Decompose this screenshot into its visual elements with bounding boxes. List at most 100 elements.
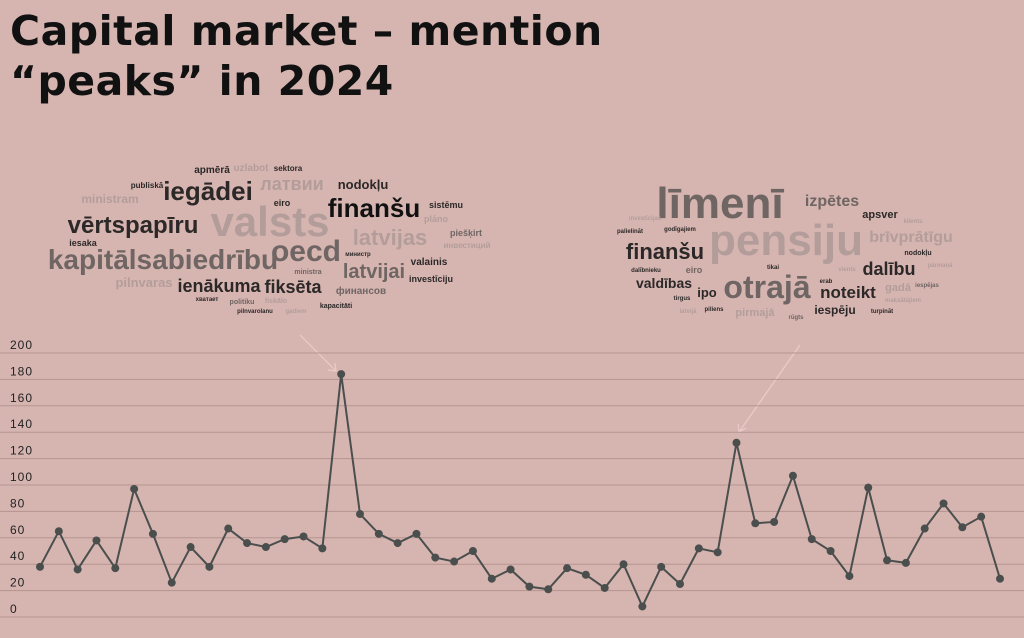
y-tick-label: 140 bbox=[10, 417, 33, 431]
cloud-word: vients bbox=[838, 267, 856, 273]
point bbox=[901, 558, 910, 567]
cloud-word: kapacitāti bbox=[320, 303, 352, 310]
cloud-word: latvijas bbox=[353, 225, 428, 250]
cloud-word: финансов bbox=[336, 285, 386, 297]
point bbox=[788, 471, 797, 480]
cloud-word: nodokļu bbox=[904, 250, 931, 257]
point bbox=[920, 524, 929, 533]
point bbox=[563, 564, 572, 573]
cloud-word: eiro bbox=[686, 265, 703, 275]
cloud-word: ipo bbox=[697, 285, 717, 300]
point bbox=[243, 539, 252, 548]
y-tick-label: 180 bbox=[10, 364, 33, 378]
cloud-word: rūgts bbox=[789, 315, 805, 321]
cloud-word: ienākuma bbox=[177, 276, 261, 296]
cloud-word: ministram bbox=[81, 192, 138, 206]
point bbox=[770, 517, 779, 526]
cloud-word: piešķirt bbox=[450, 228, 482, 238]
point bbox=[657, 562, 666, 571]
point bbox=[431, 553, 440, 562]
y-tick-label: 40 bbox=[10, 549, 25, 563]
cloud-word: iesaka bbox=[69, 238, 98, 248]
point bbox=[186, 543, 195, 552]
y-tick-label: 120 bbox=[10, 444, 33, 458]
point bbox=[977, 512, 986, 521]
cloud-word: līmenī bbox=[656, 179, 784, 228]
point bbox=[676, 580, 684, 588]
cloud-word: sektora bbox=[274, 164, 303, 173]
cloud-word: pensiju bbox=[709, 216, 863, 265]
cloud-word: brīvprātīgu bbox=[869, 229, 953, 246]
point bbox=[807, 535, 816, 544]
point bbox=[393, 539, 402, 548]
cloud-word: iegādei bbox=[163, 176, 253, 206]
cloud-word: инвестиций bbox=[444, 241, 491, 250]
point bbox=[54, 527, 63, 536]
cloud-word: pirmajā bbox=[735, 307, 775, 319]
point bbox=[205, 562, 214, 571]
cloud-word: valdības bbox=[636, 275, 692, 291]
y-tick-label: 200 bbox=[10, 338, 33, 352]
cloud-word: iespējas bbox=[915, 283, 939, 289]
cloud-word: eiro bbox=[274, 198, 291, 208]
point bbox=[694, 544, 703, 553]
cloud-word: apsver bbox=[862, 209, 898, 221]
cloud-word: otrajā bbox=[723, 269, 810, 305]
point bbox=[506, 565, 515, 574]
point bbox=[619, 560, 628, 569]
cloud-word: pilnvarolanu bbox=[237, 309, 273, 315]
point bbox=[450, 557, 459, 566]
point bbox=[544, 585, 553, 594]
cloud-word: dalībnieku bbox=[631, 268, 661, 274]
point bbox=[299, 532, 308, 541]
point bbox=[73, 565, 82, 574]
cloud-word: valsts bbox=[210, 198, 329, 245]
point bbox=[638, 602, 647, 611]
cloud-word: латвии bbox=[260, 174, 323, 194]
cloud-word: fiksēta bbox=[264, 277, 322, 297]
point bbox=[958, 523, 967, 532]
point bbox=[713, 548, 722, 557]
point bbox=[751, 519, 760, 528]
point bbox=[111, 564, 120, 573]
point bbox=[92, 536, 101, 545]
point bbox=[996, 574, 1004, 583]
cloud-word: investīciju bbox=[409, 274, 453, 284]
cloud-word: pārmaņā bbox=[927, 263, 953, 269]
point bbox=[130, 484, 139, 493]
point bbox=[374, 529, 383, 538]
cloud-word: finanšu bbox=[626, 239, 704, 264]
point bbox=[224, 524, 233, 533]
cloud-word: valainis bbox=[411, 257, 448, 268]
cloud-word: pilnvaras bbox=[115, 275, 172, 290]
y-tick-label: 20 bbox=[10, 576, 25, 590]
point bbox=[581, 570, 590, 579]
cloud-word: piliens bbox=[704, 307, 724, 313]
cloud-word: министр bbox=[345, 252, 371, 258]
point bbox=[36, 562, 44, 571]
arrow bbox=[738, 344, 801, 433]
cloud-word: nodokļu bbox=[338, 177, 389, 192]
point bbox=[600, 583, 609, 592]
cloud-word: godīgajiem bbox=[664, 227, 696, 233]
cloud-word: uzlabot bbox=[234, 163, 270, 174]
cloud-word: vērtspapīru bbox=[68, 212, 199, 239]
point bbox=[280, 535, 289, 544]
point bbox=[732, 438, 741, 447]
point bbox=[826, 547, 835, 555]
point bbox=[356, 510, 364, 519]
point bbox=[261, 543, 270, 552]
cloud-word: dalību bbox=[863, 259, 916, 279]
chart-title: Capital market – mention “peaks” in 2024 bbox=[10, 7, 603, 105]
cloud-word: noteikt bbox=[820, 283, 876, 302]
cloud-word: apmērā bbox=[194, 165, 230, 176]
cloud-word: klients bbox=[903, 219, 923, 225]
point bbox=[487, 574, 496, 583]
y-tick-label: 160 bbox=[10, 391, 33, 405]
cloud-word: fiskālo bbox=[265, 298, 287, 305]
cloud-word: investīcijas bbox=[629, 216, 662, 222]
cloud-word: izpētes bbox=[805, 193, 859, 210]
cloud-word: kapitālsabiedrību bbox=[48, 244, 278, 275]
cloud-word: finanšu bbox=[328, 193, 420, 223]
